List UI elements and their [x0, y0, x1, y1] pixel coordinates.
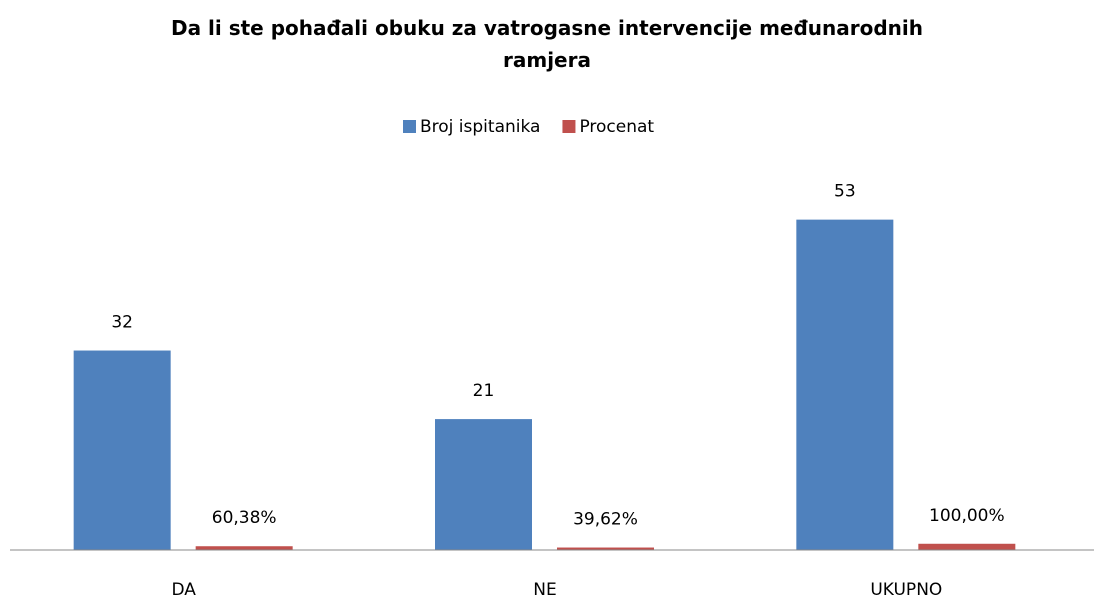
bar [73, 350, 171, 550]
data-label: 32 [111, 313, 133, 333]
bar [557, 547, 654, 550]
data-label: 21 [473, 381, 495, 401]
legend-label: Broj ispitanika [420, 117, 540, 137]
legend-swatch [562, 120, 576, 133]
chart-title: Da li ste pohađali obuku za vatrogasne i… [170, 16, 924, 72]
data-label: 100,00% [929, 506, 1005, 526]
x-tick-label: DA [171, 580, 196, 597]
x-tick-label: NE [533, 580, 556, 597]
x-tick-label: UKUPNO [870, 580, 942, 597]
data-label: 53 [834, 182, 856, 202]
bar [918, 543, 1016, 550]
data-label: 60,38% [212, 508, 277, 528]
legend-label: Procenat [579, 117, 654, 137]
bar [435, 419, 532, 550]
legend-swatch [403, 120, 416, 133]
bar [195, 546, 293, 550]
bar [796, 219, 894, 550]
data-label: 39,62% [573, 510, 638, 530]
